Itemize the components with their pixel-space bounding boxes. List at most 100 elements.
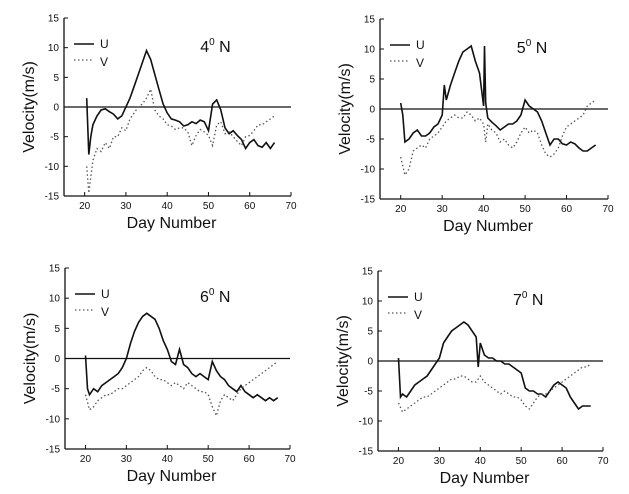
- series-line-u: [85, 48, 276, 155]
- y-axis-title: Velocity(m/s): [335, 315, 352, 407]
- y-tick-label: -10: [361, 165, 376, 176]
- x-tick-label: 30: [121, 454, 133, 465]
- series-points-v: [87, 89, 275, 193]
- y-tick-label: -5: [366, 135, 375, 146]
- panel-label-degree-value: 4: [200, 39, 209, 56]
- x-tick-label: 30: [437, 204, 449, 215]
- panel-latitude-label: 40 N: [200, 37, 230, 56]
- x-tick-label: 20: [393, 456, 405, 467]
- y-tick-label: -10: [46, 414, 61, 425]
- x-axis-title: Day Number: [440, 470, 530, 487]
- series-line-u: [397, 321, 591, 411]
- x-tick-label: 40: [162, 454, 174, 465]
- legend-label-v: V: [414, 308, 422, 322]
- x-tick-label: 20: [395, 204, 407, 215]
- y-tick-label: 15: [49, 264, 61, 275]
- panel-label-hemisphere: N: [215, 39, 231, 56]
- x-axis-title: Day Number: [443, 218, 533, 235]
- y-tick-label: -15: [46, 445, 61, 456]
- y-tick-label: 5: [369, 75, 375, 86]
- panel-label-degree-value: 6: [200, 289, 209, 306]
- panel-label-degree-value: 5: [517, 40, 526, 57]
- x-tick-label: 60: [244, 201, 256, 212]
- panel-label-degree-sup: 0: [209, 287, 215, 298]
- x-axis-title: Day Number: [127, 215, 217, 232]
- y-tick-label: 0: [369, 105, 375, 116]
- x-tick-label: 20: [80, 454, 92, 465]
- panel-label-hemisphere: N: [531, 40, 547, 57]
- panel-label-degree-sup: 0: [526, 38, 532, 49]
- panel-label-hemisphere: N: [214, 289, 230, 306]
- x-tick-label: 30: [120, 201, 132, 212]
- y-tick-label: 10: [362, 297, 374, 308]
- y-tick-label: 5: [367, 327, 373, 338]
- panel-latitude-label: 60 N: [200, 287, 230, 306]
- x-tick-label: 60: [244, 454, 256, 465]
- y-tick-label: 0: [367, 357, 373, 368]
- y-tick-label: -5: [364, 387, 373, 398]
- x-tick-label: 60: [561, 204, 573, 215]
- legend-label-v: V: [416, 56, 424, 70]
- y-tick-label: 15: [364, 15, 376, 26]
- legend-label-u: U: [101, 287, 110, 301]
- series-points-v: [401, 100, 596, 175]
- series-line-v: [84, 360, 279, 418]
- y-tick-label: 10: [49, 294, 61, 305]
- x-tick-label: 40: [475, 456, 487, 467]
- legend-label-v: V: [101, 305, 109, 319]
- series-points-u: [401, 46, 596, 151]
- series-line-v: [400, 99, 596, 177]
- y-tick-label: 15: [48, 14, 60, 25]
- series-points-v: [398, 364, 590, 412]
- legend-label-v: V: [100, 55, 108, 69]
- x-axis-title: Day Number: [127, 468, 217, 485]
- y-tick-label: -15: [361, 195, 376, 206]
- x-tick-label: 50: [516, 456, 528, 467]
- y-tick-label: 0: [54, 354, 60, 365]
- chart-panel-4: -15 -10 -5 0 5 10 15 20 30 40 50 60 70 Day Number Velo…: [335, 267, 609, 488]
- x-tick-label: 70: [284, 454, 296, 465]
- panel-label-hemisphere: N: [527, 292, 543, 309]
- panel-label-degree-sup: 0: [209, 37, 215, 48]
- series-line-u: [399, 44, 597, 152]
- y-tick-label: -10: [359, 417, 374, 428]
- y-tick-label: -5: [51, 384, 60, 395]
- y-tick-label: -15: [359, 447, 374, 458]
- y-tick-label: -15: [45, 192, 60, 203]
- panel-label-degree-sup: 0: [522, 290, 528, 301]
- x-tick-label: 60: [557, 456, 569, 467]
- series-line-v: [86, 87, 275, 194]
- legend-label-u: U: [414, 290, 423, 304]
- x-tick-label: 70: [602, 204, 614, 215]
- y-tick-label: -10: [45, 162, 60, 173]
- x-tick-label: 30: [434, 456, 446, 467]
- x-tick-label: 50: [203, 201, 215, 212]
- panel-latitude-label: 50 N: [517, 38, 547, 57]
- y-tick-label: 10: [48, 43, 60, 54]
- x-tick-label: 70: [285, 201, 297, 212]
- series-line-v: [397, 363, 592, 414]
- y-axis-title: Velocity(m/s): [337, 63, 354, 155]
- series-points-u: [87, 51, 275, 155]
- x-tick-label: 50: [520, 204, 532, 215]
- y-tick-label: 5: [54, 324, 60, 335]
- x-tick-label: 70: [597, 456, 609, 467]
- y-axis-title: Velocity(m/s): [21, 61, 38, 153]
- legend-label-u: U: [100, 37, 109, 51]
- x-tick-label: 40: [478, 204, 490, 215]
- legend-label-u: U: [416, 38, 425, 52]
- panel-latitude-label: 70 N: [513, 290, 543, 309]
- series-points-v: [85, 361, 277, 415]
- y-tick-label: 15: [362, 267, 374, 278]
- y-tick-label: 10: [364, 45, 376, 56]
- y-axis-title: Velocity(m/s): [22, 313, 39, 405]
- series-line-u: [84, 312, 279, 402]
- x-tick-label: 20: [79, 201, 91, 212]
- y-tick-label: -5: [50, 132, 59, 143]
- y-tick-label: 0: [53, 103, 59, 114]
- x-tick-label: 50: [203, 454, 215, 465]
